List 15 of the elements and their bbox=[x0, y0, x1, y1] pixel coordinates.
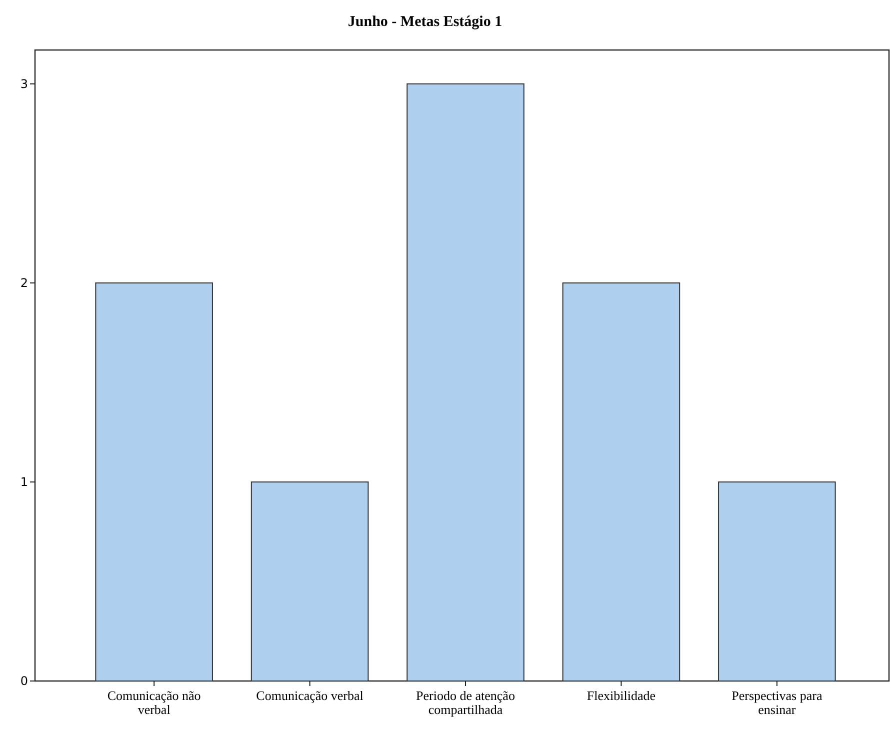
y-tick-label: 3 bbox=[20, 77, 28, 92]
bar bbox=[95, 282, 213, 682]
x-tick-label: Periodo de atenção compartilhada bbox=[416, 688, 515, 717]
bar bbox=[718, 481, 836, 682]
x-tick-label: Flexibilidade bbox=[586, 688, 656, 703]
chart-title: Junho - Metas Estágio 1 bbox=[348, 14, 502, 30]
bar bbox=[562, 282, 680, 682]
y-tick-label: 2 bbox=[20, 276, 28, 290]
x-tick-label: Comunicação não verbal bbox=[107, 688, 201, 717]
bar bbox=[406, 83, 524, 682]
y-tick-label: 0 bbox=[20, 674, 28, 688]
y-tick-label: 1 bbox=[20, 475, 28, 490]
bar bbox=[250, 481, 369, 682]
x-tick-label: Comunicação verbal bbox=[256, 688, 364, 703]
x-tick-label: Perspectivas para ensinar bbox=[732, 688, 822, 717]
